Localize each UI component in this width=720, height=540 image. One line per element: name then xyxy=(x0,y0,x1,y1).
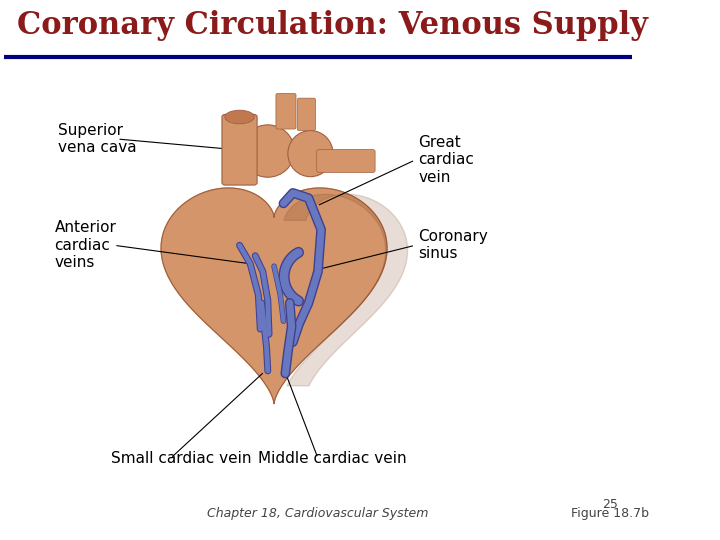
FancyBboxPatch shape xyxy=(297,98,315,131)
Ellipse shape xyxy=(288,131,333,177)
Text: Superior
vena cava: Superior vena cava xyxy=(58,123,136,155)
Text: Middle cardiac vein: Middle cardiac vein xyxy=(258,451,407,466)
Text: Figure 18.7b: Figure 18.7b xyxy=(571,507,649,520)
Ellipse shape xyxy=(225,110,254,124)
Text: Chapter 18, Cardiovascular System: Chapter 18, Cardiovascular System xyxy=(207,507,428,520)
Text: Anterior
cardiac
veins: Anterior cardiac veins xyxy=(55,220,116,270)
Text: Coronary
sinus: Coronary sinus xyxy=(418,229,488,261)
Text: Great
cardiac
vein: Great cardiac vein xyxy=(418,135,474,185)
Ellipse shape xyxy=(241,125,294,177)
Text: 25: 25 xyxy=(602,498,618,511)
Polygon shape xyxy=(161,188,387,403)
Text: Coronary Circulation: Venous Supply: Coronary Circulation: Venous Supply xyxy=(17,10,647,41)
FancyBboxPatch shape xyxy=(317,150,375,172)
Text: Small cardiac vein: Small cardiac vein xyxy=(111,451,251,466)
FancyBboxPatch shape xyxy=(276,93,296,129)
FancyBboxPatch shape xyxy=(222,114,257,185)
